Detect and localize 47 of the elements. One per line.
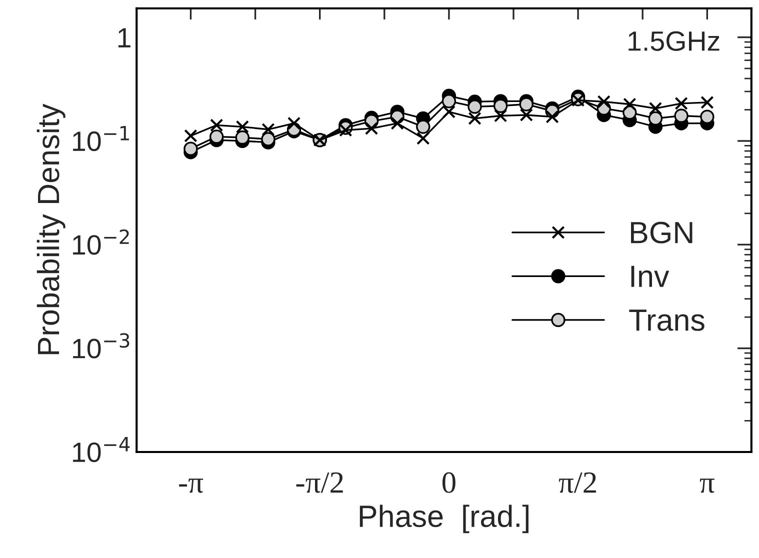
- legend-label: Trans: [629, 310, 704, 331]
- point: [235, 130, 250, 145]
- point: [339, 124, 352, 137]
- point: [493, 98, 508, 113]
- point: [390, 116, 404, 130]
- point: [416, 120, 430, 134]
- legend-label: Inv: [631, 266, 670, 287]
- point: [520, 108, 533, 122]
- point: [442, 94, 456, 108]
- x-axis-title: Phase [rad.]: [360, 504, 528, 534]
- point: [364, 122, 378, 136]
- point: [648, 111, 663, 126]
- point: [184, 142, 198, 156]
- y-axis-title: Probability Density: [36, 104, 66, 354]
- annotation: 1.5GHz: [628, 31, 720, 51]
- y-tick-label: 10$^{−2}$: [73, 229, 129, 255]
- point: [262, 122, 275, 136]
- point: [236, 120, 249, 134]
- point: [700, 110, 714, 124]
- x-tick-label: -π/2: [296, 472, 343, 493]
- x-tick-label: 0: [442, 472, 456, 493]
- point: [674, 108, 688, 123]
- point: [210, 130, 224, 144]
- point: [674, 96, 688, 110]
- point: [623, 98, 636, 111]
- x-tick-label: π: [700, 478, 714, 493]
- point: [519, 97, 534, 112]
- point: [468, 100, 482, 114]
- point: [210, 118, 224, 132]
- y-tick-label: 10$^{−3}$: [73, 333, 130, 358]
- y-tick-label: 1: [118, 28, 130, 48]
- point: [416, 132, 430, 145]
- legend-label: BGN: [631, 222, 692, 244]
- x-tick-label: π/2: [558, 472, 596, 493]
- point: [546, 110, 559, 124]
- point: [468, 112, 482, 125]
- y-tick-label: 10$^{−4}$: [73, 437, 130, 462]
- point: [648, 102, 662, 116]
- point: [442, 105, 456, 118]
- point: [700, 96, 714, 110]
- x-tick-label: -π: [179, 478, 204, 493]
- point: [261, 132, 276, 146]
- point: [184, 129, 198, 142]
- point: [287, 116, 301, 130]
- point: [597, 95, 610, 108]
- y-tick-label: 10$^{−1}$: [73, 126, 129, 152]
- point: [494, 109, 508, 122]
